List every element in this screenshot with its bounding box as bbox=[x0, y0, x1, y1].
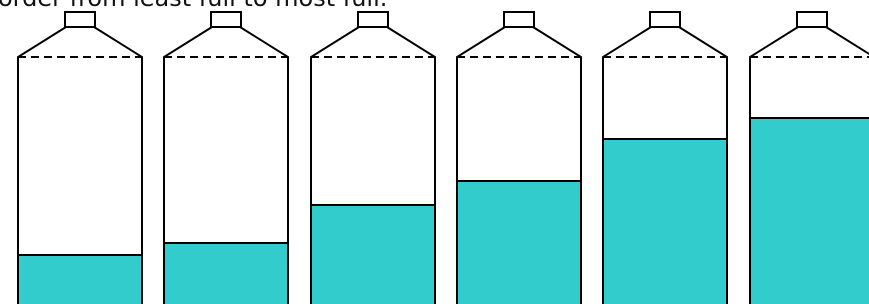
bottle-cap bbox=[65, 12, 95, 27]
liquid bbox=[603, 139, 727, 304]
bottle-illustration: order from least full to most full. bbox=[0, 0, 869, 304]
bottle-cap bbox=[211, 12, 241, 27]
liquid bbox=[311, 205, 435, 304]
bottle-cap bbox=[504, 12, 534, 27]
liquid bbox=[457, 181, 581, 304]
liquid bbox=[750, 118, 869, 304]
bottle-cap bbox=[358, 12, 388, 27]
bottle-cap bbox=[797, 12, 827, 27]
bottle-cap bbox=[650, 12, 680, 27]
instruction-text: order from least full to most full. bbox=[0, 0, 387, 12]
liquid bbox=[18, 255, 142, 304]
page: order from least full to most full. (() … bbox=[0, 0, 869, 304]
liquid bbox=[164, 243, 288, 304]
